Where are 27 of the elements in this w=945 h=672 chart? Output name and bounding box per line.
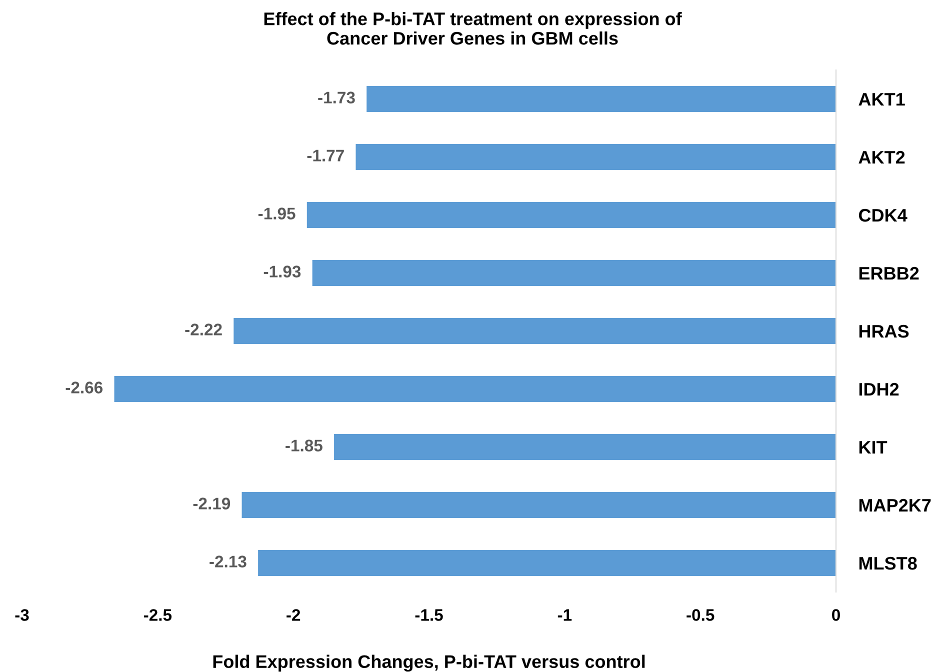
x-axis-title: Fold Expression Changes, P-bi-TAT versus control	[213, 654, 645, 672]
data-label: -2.66	[66, 382, 103, 394]
x-tick-label: 0	[832, 609, 840, 621]
x-tick-label: -1.5	[415, 609, 443, 621]
chart-title: Effect of the P-bi-TAT treatment on expression of Cancer Driver Genes in GBM cells	[264, 12, 682, 45]
y-tick-label: MAP2K7	[859, 498, 931, 512]
x-tick-label: -1	[558, 609, 572, 621]
data-label: -1.85	[286, 440, 322, 452]
data-label: -1.73	[318, 92, 355, 104]
data-label: -1.95	[258, 208, 296, 220]
x-tick-label: -2	[286, 609, 300, 621]
y-tick-label: IDH2	[859, 382, 899, 396]
data-label: -1.93	[264, 266, 301, 278]
y-tick-label: ERBB2	[859, 266, 919, 280]
data-label: -2.19	[193, 498, 230, 510]
y-tick-label: KIT	[859, 441, 888, 454]
y-tick-label: AKT1	[858, 93, 905, 106]
y-tick-label: CDK4	[858, 208, 908, 222]
y-tick-label: MLST8	[859, 556, 917, 570]
y-tick-label: AKT2	[858, 150, 905, 164]
x-tick-label: -2.5	[144, 609, 172, 621]
data-label: -2.22	[185, 324, 222, 336]
x-tick-label: -0.5	[686, 609, 714, 621]
data-label: -1.77	[307, 150, 344, 162]
y-tick-label: HRAS	[859, 324, 909, 338]
data-label: -2.13	[210, 556, 246, 568]
x-tick-label: -3	[15, 609, 29, 621]
